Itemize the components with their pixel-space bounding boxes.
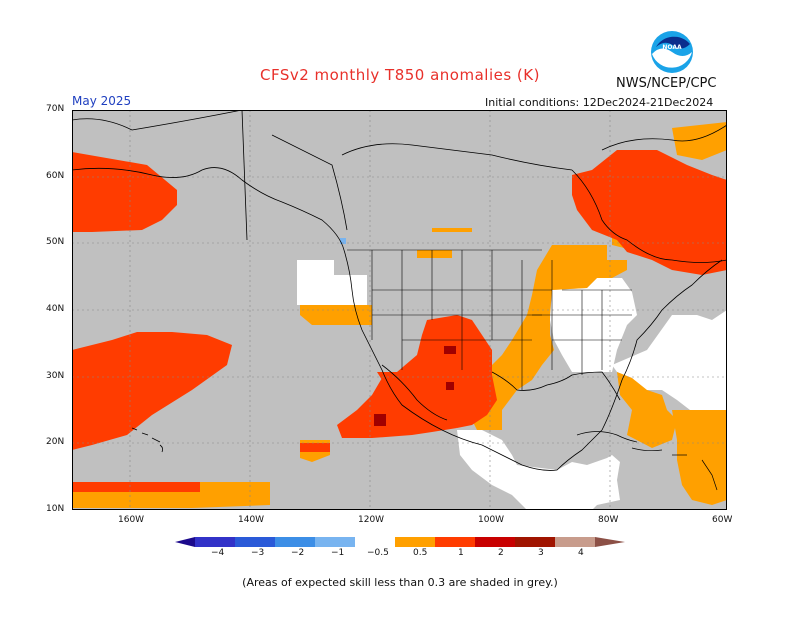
colorbar-swatch xyxy=(595,537,625,547)
caribbean-islands xyxy=(576,431,718,491)
darkred-anomaly-regions xyxy=(374,346,456,426)
negative-anomaly-spot xyxy=(340,238,346,244)
colorbar-swatch xyxy=(355,537,395,547)
colorbar-swatch xyxy=(475,537,515,547)
lat-label: 30N xyxy=(46,371,65,381)
colorbar-swatch xyxy=(275,537,315,547)
map-frame xyxy=(72,110,727,510)
state-borders xyxy=(347,249,632,390)
footnote: (Areas of expected skill less than 0.3 a… xyxy=(242,576,558,589)
lon-label: 160W xyxy=(118,515,145,525)
coastlines xyxy=(72,110,727,471)
colorbar-swatch xyxy=(195,537,235,547)
lat-label: 10N xyxy=(46,504,65,514)
lat-label: 70N xyxy=(46,104,65,114)
colorbar-swatch xyxy=(395,537,435,547)
colorbar-label: −0.5 xyxy=(367,548,389,558)
colorbar-label: −1 xyxy=(331,548,345,558)
colorbar xyxy=(175,537,625,547)
graticule xyxy=(72,110,727,510)
colorbar-label: 0.5 xyxy=(413,548,428,558)
colorbar-label: −4 xyxy=(211,548,225,558)
noaa-logo-text: NOAA xyxy=(662,44,682,51)
colorbar-swatch xyxy=(555,537,595,547)
noaa-logo-icon: NOAA xyxy=(651,31,693,73)
colorbar-swatch xyxy=(435,537,475,547)
colorbar-label: −2 xyxy=(291,548,305,558)
colorbar-swatch xyxy=(315,537,355,547)
lon-label: 100W xyxy=(478,515,505,525)
hawaii-islands xyxy=(131,427,164,453)
lat-label: 50N xyxy=(46,237,65,247)
forecast-month: May 2025 xyxy=(72,94,132,108)
colorbar-label: −3 xyxy=(251,548,265,558)
lat-label: 20N xyxy=(46,437,65,447)
lon-label: 60W xyxy=(712,515,733,525)
lon-label: 80W xyxy=(598,515,619,525)
anomaly-map xyxy=(72,110,727,510)
lat-label: 60N xyxy=(46,171,65,181)
lon-label: 120W xyxy=(358,515,385,525)
colorbar-label: 1 xyxy=(458,548,464,558)
colorbar-swatch xyxy=(175,537,195,547)
lon-label: 140W xyxy=(238,515,265,525)
colorbar-label: 2 xyxy=(498,548,504,558)
colorbar-label: 3 xyxy=(538,548,544,558)
colorbar-label: 4 xyxy=(578,548,584,558)
red-anomaly-regions xyxy=(72,150,727,492)
near-normal-regions xyxy=(297,260,727,510)
agency-label: NWS/NCEP/CPC xyxy=(616,76,717,91)
colorbar-swatch xyxy=(515,537,555,547)
initial-conditions: Initial conditions: 12Dec2024-21Dec2024 xyxy=(485,96,714,109)
lat-label: 40N xyxy=(46,304,65,314)
colorbar-swatch xyxy=(235,537,275,547)
map-title: CFSv2 monthly T850 anomalies (K) xyxy=(260,66,540,84)
